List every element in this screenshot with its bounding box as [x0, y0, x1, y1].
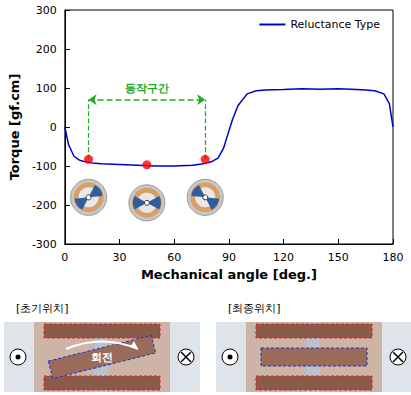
svg-text:Reluctance Type: Reluctance Type [290, 18, 380, 31]
svg-text:-100: -100 [32, 160, 57, 173]
svg-text:[최종위치]: [최종위치] [228, 302, 281, 315]
svg-text:90: 90 [222, 251, 236, 264]
svg-text:-300: -300 [32, 238, 57, 251]
svg-text:200: 200 [36, 43, 57, 56]
svg-text:60: 60 [167, 251, 181, 264]
svg-text:150: 150 [328, 251, 349, 264]
svg-text:120: 120 [273, 251, 294, 264]
svg-text:180: 180 [383, 251, 404, 264]
svg-text:300: 300 [36, 4, 57, 17]
svg-text:30: 30 [113, 251, 127, 264]
svg-text:동작구간: 동작구간 [125, 82, 169, 95]
svg-text:100: 100 [36, 82, 57, 95]
svg-text:[초기위치]: [초기위치] [16, 302, 69, 315]
svg-text:0: 0 [50, 121, 57, 134]
svg-text:회전: 회전 [91, 351, 113, 364]
svg-text:0: 0 [61, 251, 68, 264]
svg-text:Mechanical angle [deg.]: Mechanical angle [deg.] [141, 267, 317, 282]
svg-text:Torque [gf.cm]: Torque [gf.cm] [7, 74, 22, 181]
svg-text:-200: -200 [32, 199, 57, 212]
